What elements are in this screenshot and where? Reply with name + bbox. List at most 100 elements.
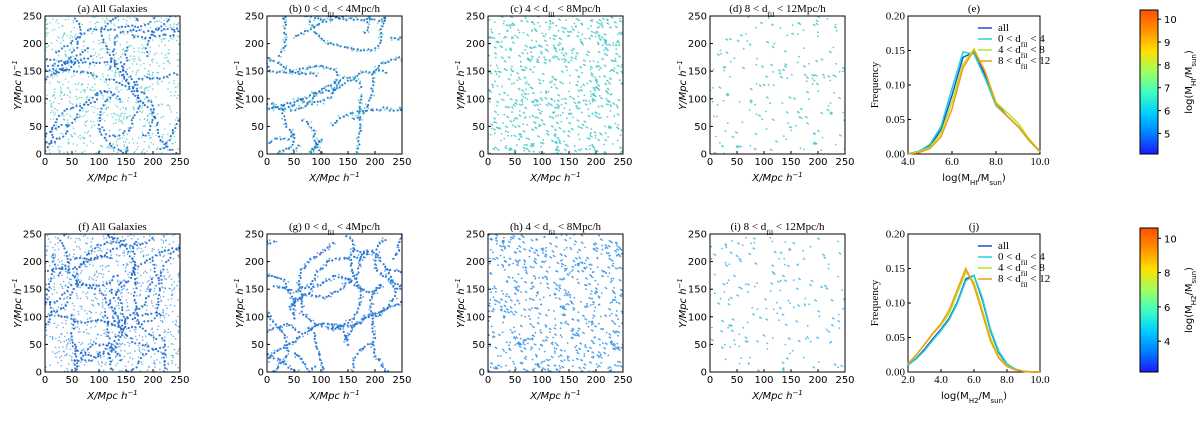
galaxy [162, 133, 165, 136]
galaxy [826, 108, 829, 111]
galaxy [115, 97, 118, 99]
galaxy [110, 22, 113, 25]
galaxy [23, 55, 25, 57]
galaxy [97, 119, 99, 122]
galaxy [161, 136, 163, 139]
galaxy [228, 24, 230, 26]
galaxy [74, 57, 77, 61]
galaxy [739, 145, 741, 148]
galaxy [72, 127, 75, 130]
galaxy [297, 107, 301, 110]
galaxy [138, 87, 141, 89]
galaxy [790, 74, 793, 76]
galaxy [90, 327, 92, 329]
galaxy [535, 40, 538, 43]
galaxy [593, 147, 596, 149]
galaxy [153, 353, 156, 355]
galaxy [89, 21, 92, 23]
galaxy [488, 100, 491, 103]
galaxy [441, 2, 443, 4]
galaxy [407, 55, 409, 57]
galaxy [520, 60, 522, 63]
galaxy [282, 39, 285, 41]
galaxy [118, 120, 120, 122]
galaxy [54, 314, 56, 317]
galaxy [281, 220, 283, 222]
y-tick-label: 0.20 [886, 11, 906, 23]
galaxy [760, 85, 762, 87]
x-tick-label: 100 [532, 157, 551, 168]
galaxy [146, 288, 148, 291]
galaxy [283, 31, 286, 34]
galaxy [738, 100, 741, 103]
galaxy [123, 118, 125, 120]
galaxy [50, 104, 52, 106]
galaxy [364, 103, 367, 105]
galaxy [418, 120, 420, 122]
galaxy [712, 87, 714, 89]
galaxy [767, 83, 770, 86]
galaxy [173, 94, 176, 97]
galaxy [298, 72, 301, 76]
galaxy [520, 104, 522, 107]
galaxy [600, 105, 603, 107]
galaxy [522, 52, 525, 55]
galaxy [620, 82, 623, 85]
galaxy [600, 36, 603, 38]
galaxy [374, 49, 376, 52]
galaxy [78, 96, 80, 99]
galaxy [206, 121, 208, 123]
galaxy [88, 99, 91, 102]
galaxy [51, 64, 54, 67]
galaxy [53, 249, 56, 251]
galaxy [73, 308, 75, 311]
galaxy [54, 143, 56, 145]
galaxy [45, 18, 48, 21]
galaxy [185, 113, 187, 115]
galaxy [335, 42, 338, 45]
galaxy [8, 56, 10, 58]
galaxy [145, 254, 148, 257]
galaxy [175, 27, 179, 30]
galaxy [363, 107, 366, 109]
galaxy [511, 98, 513, 101]
galaxy [767, 97, 769, 99]
galaxy [156, 177, 158, 179]
galaxy [526, 45, 528, 48]
galaxy [37, 83, 39, 85]
galaxy [81, 306, 83, 308]
galaxy [145, 335, 147, 338]
galaxy [16, 54, 18, 56]
galaxy [592, 60, 595, 62]
y-tick-label: 0 [36, 150, 42, 161]
galaxy [500, 56, 503, 59]
galaxy [149, 46, 151, 48]
galaxy [499, 45, 502, 47]
galaxy [137, 107, 140, 110]
galaxy [49, 364, 51, 367]
galaxy [308, 125, 311, 128]
x-tick-label: 0 [264, 157, 270, 168]
galaxy [67, 124, 70, 127]
galaxy [281, 205, 283, 207]
galaxy [304, 165, 306, 167]
galaxy [570, 59, 572, 62]
galaxy [327, 170, 329, 172]
galaxy [261, 54, 263, 56]
galaxy [122, 151, 125, 154]
galaxy [815, 19, 818, 22]
galaxy [116, 40, 119, 43]
galaxy [130, 119, 133, 122]
galaxy [803, 148, 805, 151]
galaxy [83, 32, 86, 35]
galaxy [60, 90, 62, 93]
galaxy [127, 127, 130, 129]
galaxy [760, 21, 762, 24]
galaxy [161, 140, 164, 143]
galaxy [120, 56, 122, 58]
galaxy [578, 148, 580, 151]
galaxy [544, 97, 547, 99]
galaxy [108, 325, 110, 327]
galaxy [575, 104, 578, 107]
galaxy [60, 59, 63, 62]
